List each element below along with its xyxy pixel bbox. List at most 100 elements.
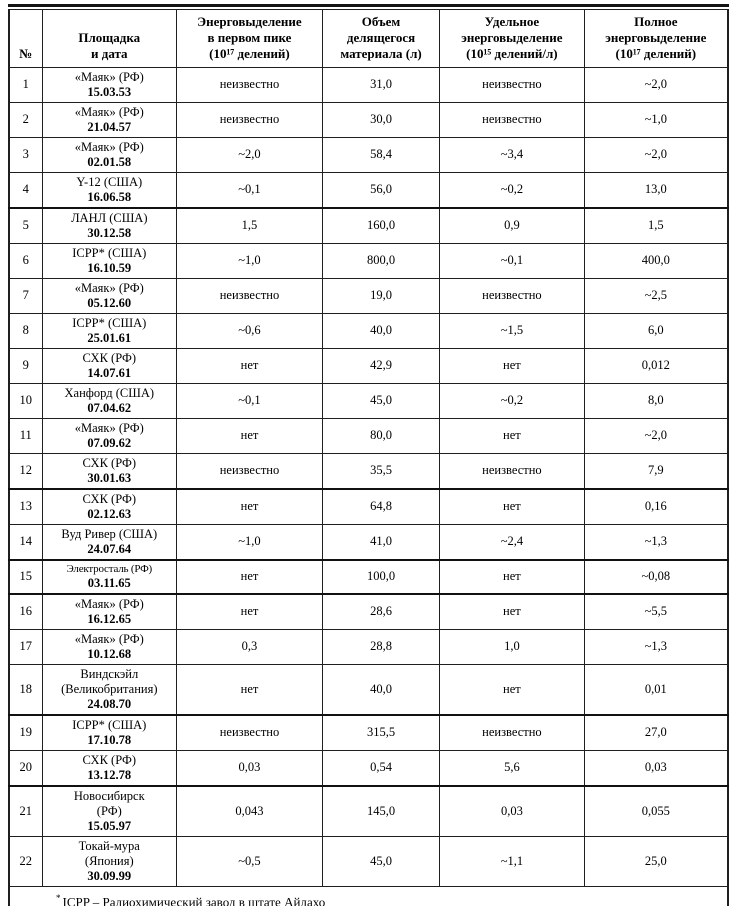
cell-row-number: 11 <box>8 417 43 454</box>
cell-fissile-volume: 160,0 <box>321 206 441 244</box>
cell-site-and-date: Y-12 (США) 16.06.58 <box>41 171 178 209</box>
footnote-row: * ICPP – Радиохимический завод в штате Ай… <box>8 885 729 906</box>
cell-total-energy: 6,0 <box>583 312 729 349</box>
cell-row-number: 22 <box>8 835 43 887</box>
cell-specific-energy: 0,03 <box>439 784 585 837</box>
footnote-text: ICPP – Радиохимический завод в штате Айд… <box>62 894 326 906</box>
site-date: 07.09.62 <box>87 435 132 450</box>
cell-row-number: 8 <box>8 312 43 349</box>
cell-total-energy: ~1,3 <box>583 628 729 665</box>
cell-fissile-volume: 35,5 <box>321 452 441 490</box>
cell-site-and-date: «Маяк» (РФ) 07.09.62 <box>41 417 178 454</box>
site-date: 16.12.65 <box>87 611 132 626</box>
cell-site-and-date: Электросталь (РФ) 03.11.65 <box>41 558 178 595</box>
cell-total-energy: ~1,0 <box>583 101 729 138</box>
cell-peak-energy: нет <box>176 558 323 595</box>
site-name: Y-12 (США) <box>76 174 143 189</box>
cell-specific-energy: ~1,1 <box>439 835 585 887</box>
cell-peak-energy: неизвестно <box>176 66 323 103</box>
cell-site-and-date: ICPP* (США) 25.01.61 <box>41 312 178 349</box>
site-name: СХК (РФ) <box>82 350 136 365</box>
cell-peak-energy: ~0,6 <box>176 312 323 349</box>
cell-specific-energy: неизвестно <box>439 66 585 103</box>
cell-total-energy: ~2,0 <box>583 66 729 103</box>
cell-site-and-date: СХК (РФ) 13.12.78 <box>41 749 178 787</box>
cell-fissile-volume: 45,0 <box>321 835 441 887</box>
site-date: 30.12.58 <box>87 225 132 240</box>
cell-row-number: 21 <box>8 784 43 837</box>
cell-row-number: 13 <box>8 487 43 525</box>
site-name: Новосибирск (РФ) <box>73 788 145 818</box>
site-date: 16.10.59 <box>87 260 132 275</box>
table-frame: № Площадка и дата Энерговыделение в перв… <box>8 4 729 906</box>
cell-specific-energy: неизвестно <box>439 452 585 490</box>
table-footer: * ICPP – Радиохимический завод в штате Ай… <box>8 885 729 906</box>
site-name: Ханфорд (США) <box>64 385 155 400</box>
cell-fissile-volume: 100,0 <box>321 558 441 595</box>
site-name: «Маяк» (РФ) <box>74 596 144 611</box>
cell-fissile-volume: 0,54 <box>321 749 441 787</box>
cell-row-number: 20 <box>8 749 43 787</box>
cell-specific-energy: ~3,4 <box>439 136 585 173</box>
site-name: ICPP* (США) <box>72 717 147 732</box>
table-row: 9 СХК (РФ) 14.07.61 нет 42,9 нет 0,012 <box>8 347 729 384</box>
table-row: 4 Y-12 (США) 16.06.58 ~0,1 56,0 ~0,2 13,… <box>8 171 729 209</box>
cell-fissile-volume: 28,6 <box>321 592 441 630</box>
site-date: 15.03.53 <box>87 84 132 99</box>
cell-row-number: 5 <box>8 206 43 244</box>
site-date: 15.05.97 <box>87 818 132 833</box>
cell-fissile-volume: 40,0 <box>321 663 441 716</box>
table-row: 6 ICPP* (США) 16.10.59 ~1,0 800,0 ~0,1 4… <box>8 242 729 279</box>
cell-row-number: 17 <box>8 628 43 665</box>
cell-total-energy: ~0,08 <box>583 558 729 595</box>
site-name: СХК (РФ) <box>82 752 136 767</box>
cell-fissile-volume: 64,8 <box>321 487 441 525</box>
cell-site-and-date: СХК (РФ) 02.12.63 <box>41 487 178 525</box>
cell-site-and-date: Ханфорд (США) 07.04.62 <box>41 382 178 419</box>
cell-specific-energy: ~2,4 <box>439 523 585 561</box>
cell-row-number: 6 <box>8 242 43 279</box>
cell-fissile-volume: 31,0 <box>321 66 441 103</box>
site-name: «Маяк» (РФ) <box>74 139 144 154</box>
cell-fissile-volume: 40,0 <box>321 312 441 349</box>
site-date: 14.07.61 <box>87 365 132 380</box>
cell-fissile-volume: 41,0 <box>321 523 441 561</box>
cell-peak-energy: ~0,1 <box>176 171 323 209</box>
col-header-peak-energy: Энерговыделение в первом пике (10¹⁷ деле… <box>176 9 323 68</box>
table-row: 14 Вуд Ривер (США) 24.07.64 ~1,0 41,0 ~2… <box>8 523 729 561</box>
site-name: «Маяк» (РФ) <box>74 104 144 119</box>
cell-total-energy: 400,0 <box>583 242 729 279</box>
site-date: 10.12.68 <box>87 646 132 661</box>
cell-site-and-date: «Маяк» (РФ) 15.03.53 <box>41 66 178 103</box>
cell-peak-energy: 0,3 <box>176 628 323 665</box>
criticality-accidents-table: № Площадка и дата Энерговыделение в перв… <box>8 9 729 906</box>
site-date: 24.07.64 <box>87 541 132 556</box>
cell-site-and-date: «Маяк» (РФ) 10.12.68 <box>41 628 178 665</box>
cell-row-number: 3 <box>8 136 43 173</box>
cell-site-and-date: «Маяк» (РФ) 21.04.57 <box>41 101 178 138</box>
cell-specific-energy: неизвестно <box>439 101 585 138</box>
site-name: «Маяк» (РФ) <box>74 420 144 435</box>
cell-site-and-date: СХК (РФ) 30.01.63 <box>41 452 178 490</box>
cell-peak-energy: нет <box>176 592 323 630</box>
cell-peak-energy: нет <box>176 417 323 454</box>
site-name: Токай-мура (Япония) <box>78 838 140 868</box>
cell-peak-energy: 0,043 <box>176 784 323 837</box>
cell-total-energy: 0,012 <box>583 347 729 384</box>
cell-fissile-volume: 145,0 <box>321 784 441 837</box>
cell-site-and-date: «Маяк» (РФ) 02.01.58 <box>41 136 178 173</box>
cell-specific-energy: нет <box>439 663 585 716</box>
table-header: № Площадка и дата Энерговыделение в перв… <box>8 9 729 68</box>
cell-fissile-volume: 45,0 <box>321 382 441 419</box>
cell-row-number: 2 <box>8 101 43 138</box>
cell-peak-energy: нет <box>176 347 323 384</box>
cell-row-number: 15 <box>8 558 43 595</box>
cell-specific-energy: 0,9 <box>439 206 585 244</box>
site-name: Вуд Ривер (США) <box>61 526 158 541</box>
cell-peak-energy: ~0,5 <box>176 835 323 887</box>
cell-specific-energy: неизвестно <box>439 713 585 751</box>
cell-specific-energy: нет <box>439 347 585 384</box>
site-date: 02.12.63 <box>87 506 132 521</box>
cell-peak-energy: неизвестно <box>176 713 323 751</box>
